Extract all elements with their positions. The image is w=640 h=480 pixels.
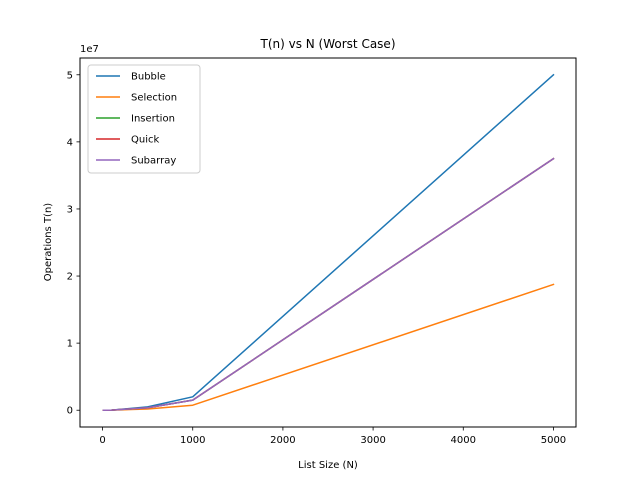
legend-label-bubble: Bubble [131, 72, 166, 83]
x-tick-label: 4000 [451, 435, 476, 446]
x-tick-label: 0 [99, 435, 105, 446]
x-tick-label: 2000 [270, 435, 295, 446]
axes-frame [79, 57, 577, 428]
legend-label-selection: Selection [131, 93, 177, 104]
plot-lines [102, 73, 555, 411]
y-tick-label: 3 [67, 204, 73, 215]
legend-label-insertion: Insertion [131, 114, 175, 125]
legend: Bubble Selection Insertion Quick Subarray [87, 64, 201, 174]
x-axis-label: List Size (N) [298, 460, 358, 471]
y-tick-label: 5 [67, 70, 73, 81]
x-axis-ticks: 0 1000 2000 3000 4000 5000 [99, 427, 566, 446]
x-tick-label: 3000 [360, 435, 385, 446]
x-tick-label: 5000 [541, 435, 566, 446]
y-axis-label: Operations T(n) [43, 203, 54, 282]
y-axis-ticks: 0 1 2 3 4 5 [67, 70, 80, 417]
legend-box [87, 64, 201, 174]
x-tick-label: 1000 [180, 435, 205, 446]
chart-title: T(n) vs N (Worst Case) [259, 37, 395, 51]
y-tick-label: 0 [67, 406, 73, 417]
series-line-subarray [102, 157, 555, 411]
y-tick-label: 2 [67, 272, 73, 283]
y-axis-offset-text: 1e7 [80, 44, 99, 55]
y-tick-label: 4 [67, 137, 73, 148]
legend-label-quick: Quick [131, 135, 159, 146]
y-tick-label: 1 [67, 339, 73, 350]
legend-label-subarray: Subarray [131, 156, 176, 167]
